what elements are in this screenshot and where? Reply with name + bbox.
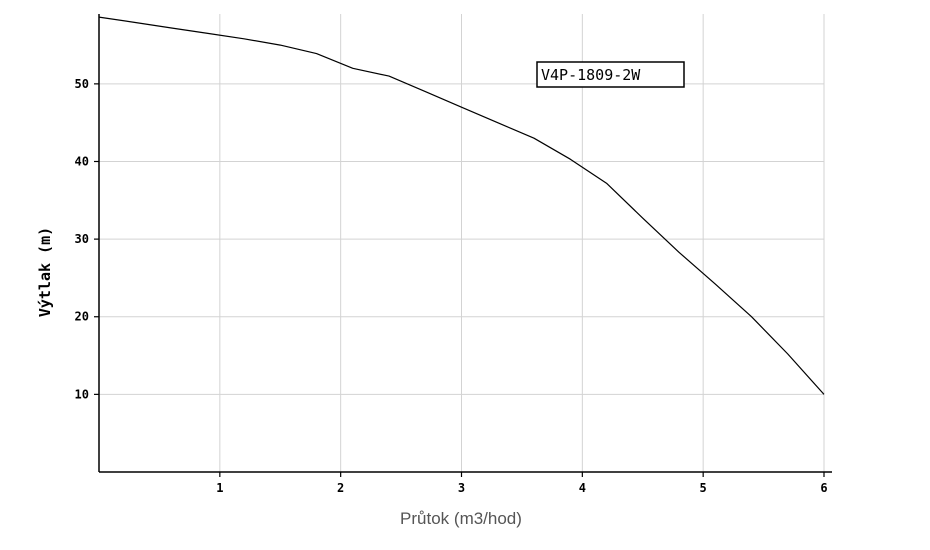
series-line [98, 16, 825, 395]
legend-box [536, 61, 685, 88]
x-axis-title: Průtok (m3/hod) [400, 509, 522, 528]
legend: V4P-1809-2W [536, 61, 685, 88]
y-tick-label: 30 [75, 232, 89, 246]
y-tick-label: 40 [75, 154, 89, 168]
series-layer [98, 16, 825, 395]
y-tick-label: 10 [75, 387, 89, 401]
x-tick-label: 2 [337, 481, 344, 495]
tick-labels: 1 2 3 4 5 6 10 20 30 40 50 [75, 77, 828, 495]
legend-series-label: V4P-1809-2W [541, 66, 641, 84]
x-tick-label: 1 [216, 481, 223, 495]
x-tick-label: 6 [820, 481, 827, 495]
x-tick-label: 3 [458, 481, 465, 495]
x-tick-label: 4 [579, 481, 586, 495]
y-tick-label: 50 [75, 77, 89, 91]
axes [94, 14, 832, 477]
y-axis-title: Výtlak (m) [36, 227, 54, 317]
y-tick-label: 20 [75, 310, 89, 324]
x-tick-label: 5 [700, 481, 707, 495]
grid-lines [99, 14, 825, 472]
